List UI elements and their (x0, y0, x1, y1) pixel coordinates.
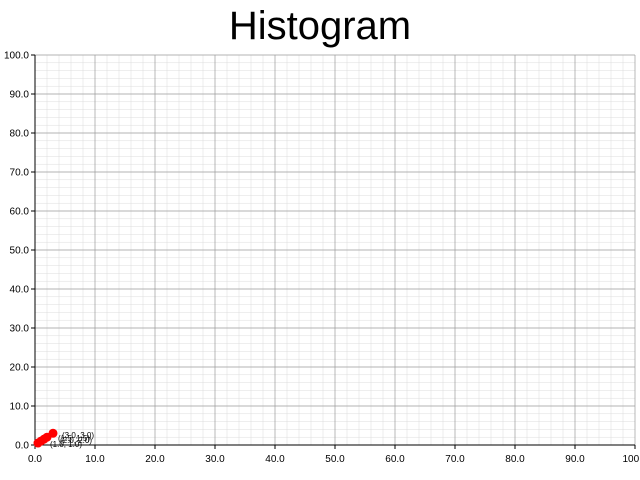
y-tick-label: 30.0 (10, 324, 30, 335)
y-tick-label: 10.0 (10, 402, 30, 413)
x-tick-label: 0.0 (28, 454, 42, 465)
x-tick-label: 40.0 (265, 454, 285, 465)
y-tick-label: 100.0 (4, 51, 29, 62)
x-tick-label: 20.0 (145, 454, 165, 465)
y-axis-ticks: 0.0 10.0 20.0 30.0 40.0 50.0 60.0 70.0 80.0 90.0 1… (4, 51, 35, 452)
x-tick-label: 80.0 (505, 454, 525, 465)
point-label: (3.0, 3.0) (62, 431, 94, 440)
x-tick-label: 50.0 (325, 454, 345, 465)
point-label: (1.0, 1.0) (50, 440, 82, 449)
x-axis-ticks: 0.0 10.0 20.0 30.0 40.0 50.0 60.0 70.0 80.0 90.0 1… (28, 445, 640, 465)
x-tick-label: 10.0 (85, 454, 105, 465)
y-tick-label: 40.0 (10, 285, 30, 296)
point-labels: (1.0, 1.0)(1.5, 1.5)(2.0, 2.0)(3.0, 3.0) (50, 431, 94, 449)
y-tick-label: 80.0 (10, 129, 30, 140)
x-tick-label: 100.0 (622, 454, 640, 465)
point-label: (2.0, 2.0) (60, 436, 92, 445)
x-tick-label: 30.0 (205, 454, 225, 465)
y-tick-label: 90.0 (10, 90, 30, 101)
data-point (48, 428, 58, 438)
data-points (33, 428, 58, 448)
y-tick-label: 60.0 (10, 207, 30, 218)
point-label: (1.5, 1.5) (58, 434, 90, 443)
x-tick-label: 60.0 (385, 454, 405, 465)
y-tick-label: 70.0 (10, 168, 30, 179)
x-tick-label: 70.0 (445, 454, 465, 465)
chart-title: Histogram (228, 4, 412, 48)
y-tick-label: 50.0 (10, 246, 30, 257)
y-tick-label: 20.0 (10, 363, 30, 374)
major-gridlines (34, 54, 636, 446)
x-tick-label: 90.0 (565, 454, 585, 465)
y-tick-label: 0.0 (15, 441, 29, 452)
